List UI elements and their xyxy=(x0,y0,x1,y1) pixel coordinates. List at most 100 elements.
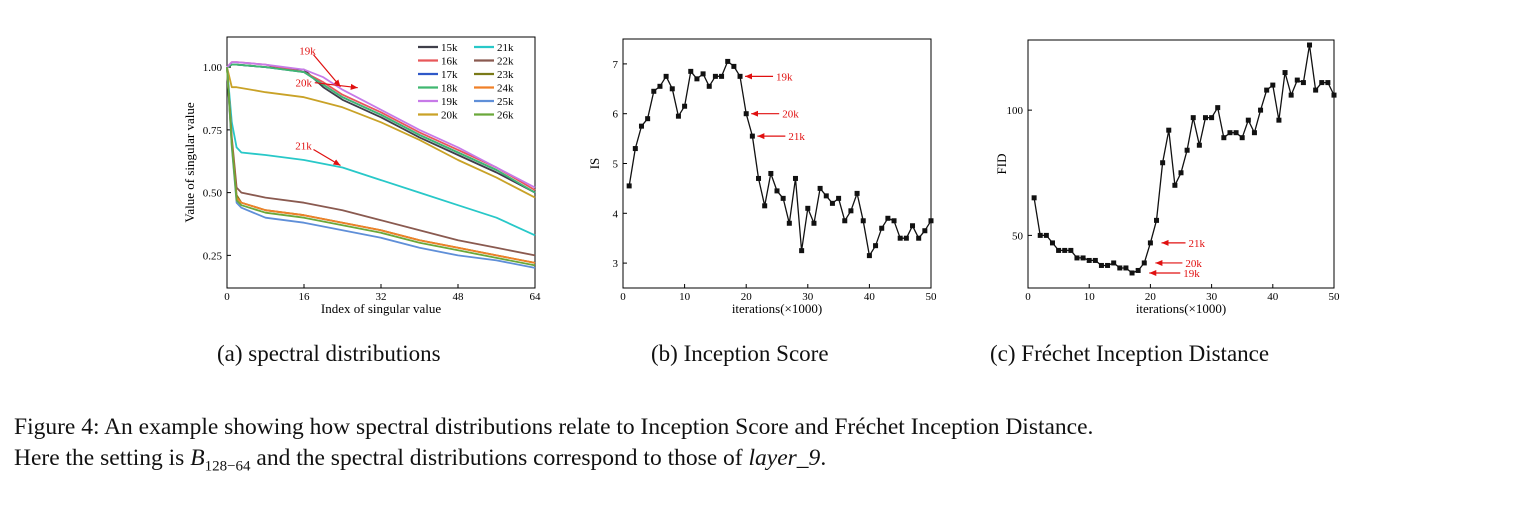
figure-caption: Figure 4: An example showing how spectra… xyxy=(14,412,1514,483)
inception-score-chart: 0 10 20 30 40 50 3 4 5 6 7 iterations(×1000) IS 19k 20… xyxy=(587,38,938,316)
x-tick-label: 10 xyxy=(1084,291,1096,303)
y-tick-label: 3 xyxy=(613,258,619,270)
legend-label-19k: 19k xyxy=(441,96,458,108)
data-point xyxy=(842,218,848,224)
x-tick-label: 48 xyxy=(453,291,465,303)
data-point xyxy=(645,116,651,122)
data-point xyxy=(688,68,694,74)
data-point xyxy=(1123,265,1129,271)
data-point xyxy=(879,225,885,231)
data-point xyxy=(1294,77,1300,83)
data-point xyxy=(780,195,786,201)
data-point xyxy=(1196,142,1202,148)
data-point xyxy=(1043,232,1049,238)
legend-label-22k: 22k xyxy=(497,56,514,68)
caption-math-layer: layer_9 xyxy=(748,445,821,471)
data-point xyxy=(1056,247,1062,253)
data-point xyxy=(823,193,829,199)
data-point xyxy=(916,235,922,241)
plot-frame xyxy=(1027,39,1335,289)
fid-chart: 0 10 20 30 40 50 50 100 iterations(×1000) FID 21k 2… xyxy=(994,39,1341,316)
series-line-26k xyxy=(226,67,536,267)
annotation-label: 21k xyxy=(788,131,805,143)
data-point xyxy=(1184,147,1190,153)
data-point xyxy=(762,203,768,209)
caption-text-c: . xyxy=(820,445,827,471)
x-tick-label: 50 xyxy=(926,291,938,303)
caption-text-a: Here the setting is xyxy=(14,445,191,471)
data-point xyxy=(663,73,669,79)
data-point xyxy=(1117,265,1123,271)
data-point xyxy=(848,208,854,214)
legend-label-17k: 17k xyxy=(441,69,458,81)
data-point xyxy=(805,205,811,211)
data-point xyxy=(1288,92,1294,98)
data-point xyxy=(1135,267,1141,273)
x-tick-label: 40 xyxy=(864,291,876,303)
series-line-22k xyxy=(226,67,536,257)
data-point xyxy=(651,88,657,94)
legend-label-15k: 15k xyxy=(441,42,458,54)
y-tick-label: 6 xyxy=(613,109,619,121)
data-point xyxy=(836,195,842,201)
series-line-18k xyxy=(226,63,536,194)
data-point xyxy=(873,243,879,249)
x-tick-label: 64 xyxy=(530,291,542,303)
x-tick-label: 30 xyxy=(802,291,814,303)
data-point xyxy=(731,63,737,69)
series-line-20k xyxy=(226,66,536,199)
x-tick-label: 0 xyxy=(224,291,230,303)
annotation-label: 21k xyxy=(1189,238,1206,250)
subcaption-c: (c) Fréchet Inception Distance xyxy=(990,341,1270,366)
x-axis-label: Index of singular value xyxy=(321,301,441,316)
data-point xyxy=(792,175,798,181)
data-point xyxy=(669,86,675,92)
data-point xyxy=(817,185,823,191)
annotation-label: 20k xyxy=(296,78,313,90)
data-point xyxy=(1074,255,1080,261)
spectral-distribution-chart: 0 16 32 48 64 0.25 0.50 0.75 1.00 Index of singul… xyxy=(182,36,542,316)
legend-label-16k: 16k xyxy=(441,56,458,68)
series-line-21k xyxy=(226,67,536,237)
caption-line-1: Figure 4: An example showing how spectra… xyxy=(14,414,1094,440)
data-point xyxy=(657,83,663,89)
data-point xyxy=(1270,82,1276,88)
data-point xyxy=(1282,70,1288,76)
data-point xyxy=(700,71,706,77)
data-point xyxy=(706,83,712,89)
data-point xyxy=(866,253,872,259)
data-point xyxy=(725,58,731,64)
annotation-label: 21k xyxy=(295,141,312,153)
data-point xyxy=(743,111,749,117)
data-point xyxy=(903,235,909,241)
data-point xyxy=(626,183,632,189)
y-tick-label: 50 xyxy=(1012,230,1024,242)
x-tick-label: 20 xyxy=(741,291,753,303)
data-point xyxy=(737,73,743,79)
x-tick-label: 50 xyxy=(1329,291,1341,303)
data-point xyxy=(1092,257,1098,263)
y-tick-label: 1.00 xyxy=(203,62,223,74)
data-point xyxy=(1245,117,1251,123)
data-point xyxy=(1227,130,1233,136)
annotation-label: 19k xyxy=(1183,268,1200,280)
data-point xyxy=(1178,170,1184,176)
data-point xyxy=(1141,260,1147,266)
data-point xyxy=(1147,240,1153,246)
data-point xyxy=(1313,87,1319,93)
x-tick-label: 0 xyxy=(620,291,626,303)
x-tick-label: 10 xyxy=(679,291,691,303)
subcaption-a: (a) spectral distributions xyxy=(217,341,441,366)
data-point xyxy=(811,220,817,226)
data-point xyxy=(1031,195,1037,201)
data-point xyxy=(712,73,718,79)
data-point xyxy=(910,223,916,229)
data-point xyxy=(638,123,644,129)
caption-line-2: Here the setting is B128−64 and the spec… xyxy=(14,443,1514,483)
data-point xyxy=(829,200,835,206)
data-point xyxy=(768,170,774,176)
y-tick-label: 0.75 xyxy=(203,125,223,137)
y-axis-label: Value of singular value xyxy=(182,102,197,222)
data-point xyxy=(1068,247,1074,253)
